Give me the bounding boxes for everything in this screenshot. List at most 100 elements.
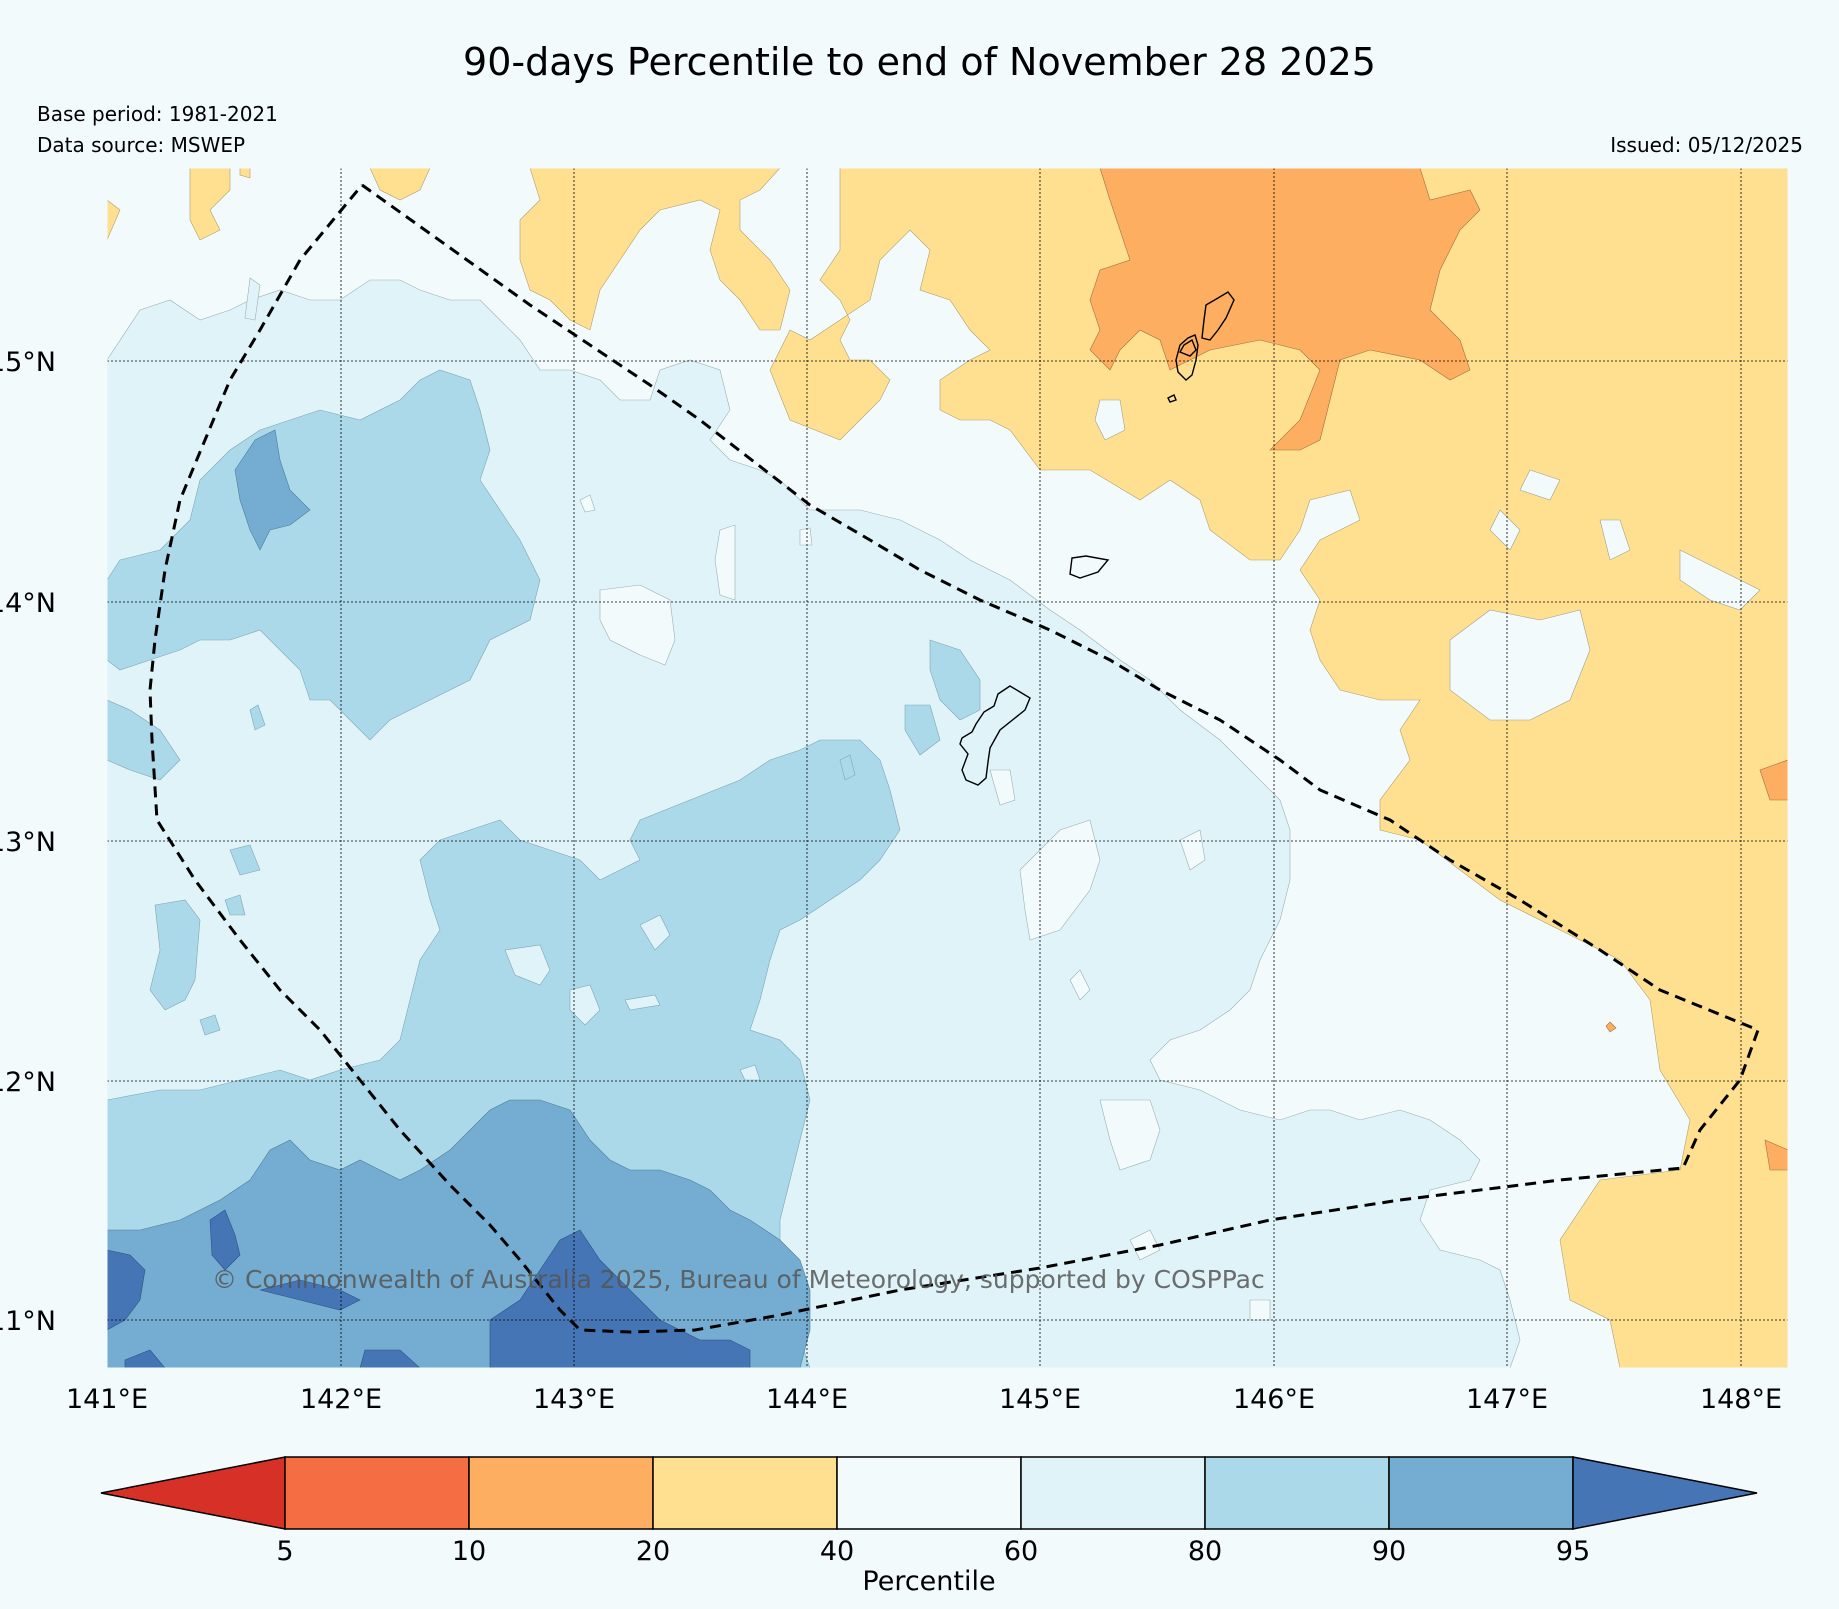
hole-lb-5 <box>1069 969 1091 1001</box>
island-small <box>1167 394 1177 403</box>
eez-boundary <box>148 183 1760 1334</box>
colorbar-bin-5-10 <box>284 1456 470 1530</box>
region-darkest-patch-1 <box>209 1209 241 1271</box>
colorbar-tick-20: 20 <box>636 1536 670 1567</box>
lon-tick-142: 142°E <box>300 1384 382 1415</box>
colorbar <box>100 1456 1758 1530</box>
region-yellow-north-center <box>519 168 791 331</box>
region-mblue-dot-6 <box>199 1014 221 1036</box>
lon-tick-141: 141°E <box>66 1384 148 1415</box>
hole-east-1 <box>1449 609 1591 721</box>
lon-tick-146: 146°E <box>1233 1384 1315 1415</box>
region-mblue-dot-3 <box>249 704 266 731</box>
gridlines <box>107 168 1788 1368</box>
hole-east-5 <box>1679 549 1761 611</box>
hole-north <box>1094 399 1126 441</box>
island-saipan-2 <box>1201 291 1235 341</box>
colorbar-bin-40-60 <box>836 1456 1022 1530</box>
colorbar-ticks: 5 10 20 40 60 80 90 95 <box>276 1536 1590 1567</box>
region-yellow-north-east <box>769 168 1788 1368</box>
region-darkest-south <box>489 1229 751 1368</box>
hole-mb-3 <box>569 984 601 1026</box>
colorbar-bin-60-80 <box>1020 1456 1206 1530</box>
island-rota <box>1069 555 1110 579</box>
hole-east-3 <box>1489 509 1521 551</box>
colorbar-extend-high <box>1572 1456 1758 1530</box>
region-darkest-west <box>107 1249 146 1331</box>
region-mblue-dot-1 <box>904 704 941 756</box>
region-orange-dot <box>1605 1021 1617 1033</box>
hole-lb-11 <box>799 527 813 546</box>
coastlines <box>959 291 1235 786</box>
region-yellow-edge-west <box>107 199 121 241</box>
hole-lb-10 <box>579 494 596 513</box>
lat-tick-11: 11°N <box>0 1306 56 1337</box>
hole-lb-6 <box>1099 1099 1161 1171</box>
region-mblue-dot-2 <box>839 754 856 781</box>
region-mblue-west-1 <box>149 899 201 1011</box>
colorbar-tick-10: 10 <box>452 1536 486 1567</box>
region-mblue-nw <box>107 369 541 741</box>
lat-tick-14: 14°N <box>0 588 56 619</box>
region-yellow-north-west-3 <box>239 168 251 179</box>
region-mblue-west-2 <box>107 699 181 781</box>
region-orange-east-1 <box>1759 759 1788 801</box>
colorbar-tick-40: 40 <box>820 1536 854 1567</box>
lon-tick-144: 144°E <box>766 1384 848 1415</box>
region-mblue-guam <box>929 639 981 721</box>
colorbar-label: Percentile <box>862 1566 995 1597</box>
island-guam <box>959 685 1031 786</box>
lon-tick-143: 143°E <box>533 1384 615 1415</box>
lat-tick-15: 15°N <box>0 347 56 378</box>
region-lightblue-nw-strip <box>244 277 261 321</box>
colorbar-tick-80: 80 <box>1188 1536 1222 1567</box>
copyright-text: © Commonwealth of Australia 2025, Bureau… <box>212 1265 1265 1294</box>
data-source-text: Data source: MSWEP <box>37 133 246 157</box>
region-darkest-patch-2 <box>259 1279 361 1311</box>
lat-tick-13: 13°N <box>0 827 56 858</box>
region-40-60-holes <box>1094 399 1761 721</box>
region-10-20 <box>1089 168 1788 1171</box>
lon-tick-labels: 141°E 142°E 143°E 144°E 145°E 146°E 147°… <box>66 1384 1782 1415</box>
colorbar-bin-90-95 <box>1388 1456 1574 1530</box>
issued-date-text: Issued: 05/12/2025 <box>1610 133 1803 157</box>
colorbar-tick-90: 90 <box>1372 1536 1406 1567</box>
lat-tick-labels: 15°N 14°N 13°N 12°N 11°N <box>0 347 56 1337</box>
region-orange-east-2 <box>1764 1139 1788 1171</box>
colorbar-extend-low <box>100 1456 286 1530</box>
region-yellow-north-west-1 <box>369 168 431 201</box>
map-frame <box>106 167 1789 1369</box>
region-yellow-north-west-2 <box>189 168 231 241</box>
region-mblue-dot-5 <box>224 894 246 916</box>
region-darkest-patch-3 <box>124 1349 166 1368</box>
region-orange-north <box>1089 168 1481 451</box>
region-40-60-inner <box>579 494 1271 1321</box>
region-dblue-nw <box>234 429 311 551</box>
region-mblue-dot-4 <box>229 844 261 876</box>
island-saipan-1 <box>1175 334 1199 381</box>
lat-tick-12: 12°N <box>0 1067 56 1098</box>
lon-tick-148: 148°E <box>1700 1384 1782 1415</box>
hole-lb-1 <box>599 584 676 666</box>
map-field <box>107 168 1788 1368</box>
lon-tick-147: 147°E <box>1466 1384 1548 1415</box>
hole-lb-2 <box>714 524 736 601</box>
lon-tick-145: 145°E <box>999 1384 1081 1415</box>
hole-mb-5 <box>739 1064 761 1081</box>
colorbar-bin-20-40 <box>652 1456 838 1530</box>
colorbar-tick-60: 60 <box>1004 1536 1038 1567</box>
hole-mb-1 <box>504 944 551 986</box>
hole-lb-7 <box>1129 1229 1161 1261</box>
hole-lb-4 <box>1179 829 1206 871</box>
region-darkest-patch-4 <box>359 1349 421 1368</box>
hole-mb-4 <box>624 994 661 1011</box>
hole-mb-2 <box>639 914 671 951</box>
map-title: 90-days Percentile to end of November 28… <box>463 40 1376 84</box>
hole-east-2 <box>1519 469 1561 501</box>
colorbar-bin-10-20 <box>468 1456 654 1530</box>
hole-east-4 <box>1599 519 1631 561</box>
colorbar-tick-95: 95 <box>1556 1536 1590 1567</box>
hole-lb-8 <box>1249 1299 1271 1321</box>
base-period-text: Base period: 1981-2021 <box>37 102 278 126</box>
